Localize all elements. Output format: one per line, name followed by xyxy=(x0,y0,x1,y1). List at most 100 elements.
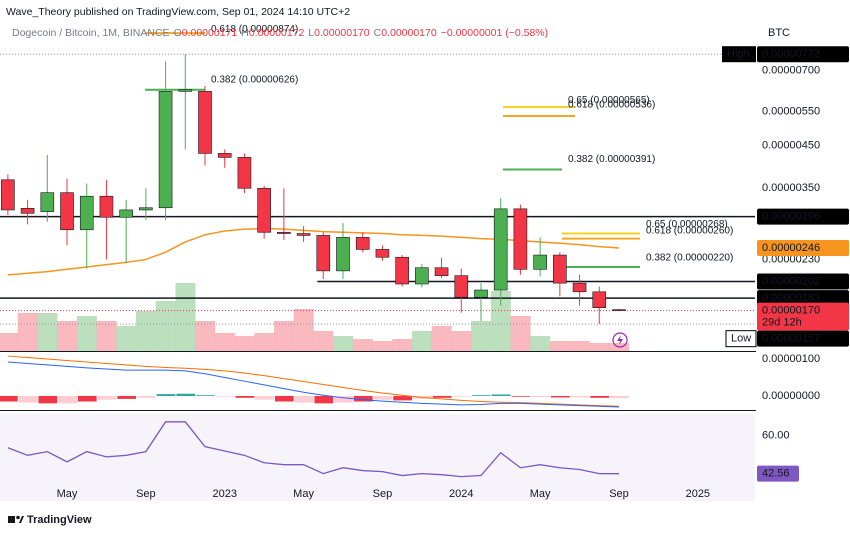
ohlc-value: 0.00000172 xyxy=(249,27,305,39)
macd-histogram-bar xyxy=(314,395,334,404)
macd-histogram-bar xyxy=(156,394,176,396)
high-tag: High xyxy=(727,48,750,60)
volume-bar xyxy=(234,336,255,351)
volume-bar xyxy=(76,316,97,351)
level-label: 0.00000202 xyxy=(762,275,820,287)
macd-histogram-bar xyxy=(491,394,511,396)
volume-bar xyxy=(17,313,38,351)
volume-bar xyxy=(589,343,610,351)
logo-shape xyxy=(16,515,20,520)
macd-signal-line xyxy=(7,355,620,407)
high-box xyxy=(757,46,849,63)
macd-histogram-bar xyxy=(176,393,196,396)
candle-body xyxy=(257,187,271,233)
ma-box xyxy=(757,240,849,257)
fib-label: 0.382 (0.00000626) xyxy=(211,74,298,85)
ohlc-key: H xyxy=(241,27,249,39)
macd-histogram-bar xyxy=(353,395,373,402)
macd-histogram-bar xyxy=(196,395,215,396)
candle-body xyxy=(612,309,626,311)
volume-bar xyxy=(37,313,58,351)
candle-body xyxy=(178,89,193,92)
rsi-line xyxy=(7,421,619,478)
macd-histogram-bar xyxy=(531,395,550,398)
macd-tick-label: 0.00000000 xyxy=(762,390,820,402)
candle-body xyxy=(198,91,212,154)
candle-body xyxy=(119,209,133,218)
candle-body xyxy=(60,192,74,231)
countdown: 29d 12h xyxy=(762,317,802,329)
x-tick-label: 2025 xyxy=(686,488,710,500)
fib-label: 0.618 (0.00000536) xyxy=(568,100,655,111)
volume-bar xyxy=(530,336,551,351)
macd-histogram-bar xyxy=(393,395,412,401)
y-tick-label: 0.00000450 xyxy=(762,140,820,152)
candle-body xyxy=(40,192,55,212)
volume-bar xyxy=(214,333,235,351)
macd-tick-label: 0.00000100 xyxy=(762,353,820,365)
volume-bar xyxy=(549,341,570,351)
macd-histogram-bar xyxy=(275,395,294,402)
ohlc-key: O xyxy=(174,27,182,39)
brand-logo xyxy=(8,515,24,523)
macd-histogram-bar xyxy=(97,395,117,400)
volume-bar xyxy=(569,341,590,351)
x-tick-label: May xyxy=(57,488,78,500)
ohlc-key: C xyxy=(374,27,382,39)
volume-bar xyxy=(57,321,78,351)
candle-body xyxy=(395,256,409,285)
volume-bar xyxy=(175,283,196,351)
symbol: Dogecoin / Bitcoin, 1M, BINANCE xyxy=(12,27,170,39)
macd-histogram-bar xyxy=(432,395,452,398)
volume-bar xyxy=(293,309,314,351)
candle-body xyxy=(20,208,35,214)
macd-histogram-bar xyxy=(215,395,235,397)
icon xyxy=(617,335,623,345)
volume-bar xyxy=(254,333,275,351)
rsi-band xyxy=(0,414,755,501)
macd-histogram-bar xyxy=(550,395,570,398)
rsi-tick-label: 60.00 xyxy=(762,430,790,442)
candle-body xyxy=(158,91,173,209)
candle-body xyxy=(493,208,508,291)
candle-body xyxy=(454,275,469,298)
rsi-value-label: 42.56 xyxy=(762,468,790,480)
candle-body xyxy=(415,267,429,285)
macd-histogram-bar xyxy=(117,395,137,399)
attribution: Wave_Theory published on TradingView.com… xyxy=(6,6,350,18)
rsi-value-box xyxy=(757,465,799,482)
macd-histogram-bar xyxy=(294,395,314,403)
x-tick-label: 2024 xyxy=(449,488,473,500)
level-label: 0.00000183 xyxy=(762,292,820,304)
x-tick-label: May xyxy=(530,488,551,500)
volume-bar xyxy=(116,326,137,351)
volume-bar xyxy=(431,326,452,351)
volume-bar xyxy=(471,321,492,351)
candle-body xyxy=(277,231,291,234)
candle-body xyxy=(217,153,232,158)
level-box xyxy=(757,273,849,290)
volume-bar xyxy=(274,321,295,351)
volume-bar xyxy=(0,333,19,351)
alert-icon xyxy=(612,332,628,348)
level-box xyxy=(757,290,849,307)
volume-bar xyxy=(313,331,334,351)
macd-histogram-bar xyxy=(255,395,275,400)
high-label: 0.00000772 xyxy=(762,48,820,60)
macd-histogram-bar xyxy=(334,395,353,403)
macd-histogram-bar xyxy=(18,395,38,403)
macd-histogram-bar xyxy=(77,395,97,402)
fib-label: 0.65 (0.00000268) xyxy=(646,219,728,230)
macd-histogram-bar xyxy=(373,395,393,400)
currency: BTC xyxy=(768,27,790,39)
candle-body xyxy=(237,157,252,189)
fib-label: 0.382 (0.00000220) xyxy=(646,253,733,264)
candle-body xyxy=(355,237,370,250)
y-tick-label: 0.00000700 xyxy=(762,65,820,77)
candle-body xyxy=(592,291,607,309)
macd-histogram-bar xyxy=(610,395,629,399)
candle-body xyxy=(296,233,311,236)
plot-area: 0.618 (0.00000874) 0.382 (0.00000626) 0.65… xyxy=(0,24,755,501)
macd-histogram-bar xyxy=(137,395,156,398)
